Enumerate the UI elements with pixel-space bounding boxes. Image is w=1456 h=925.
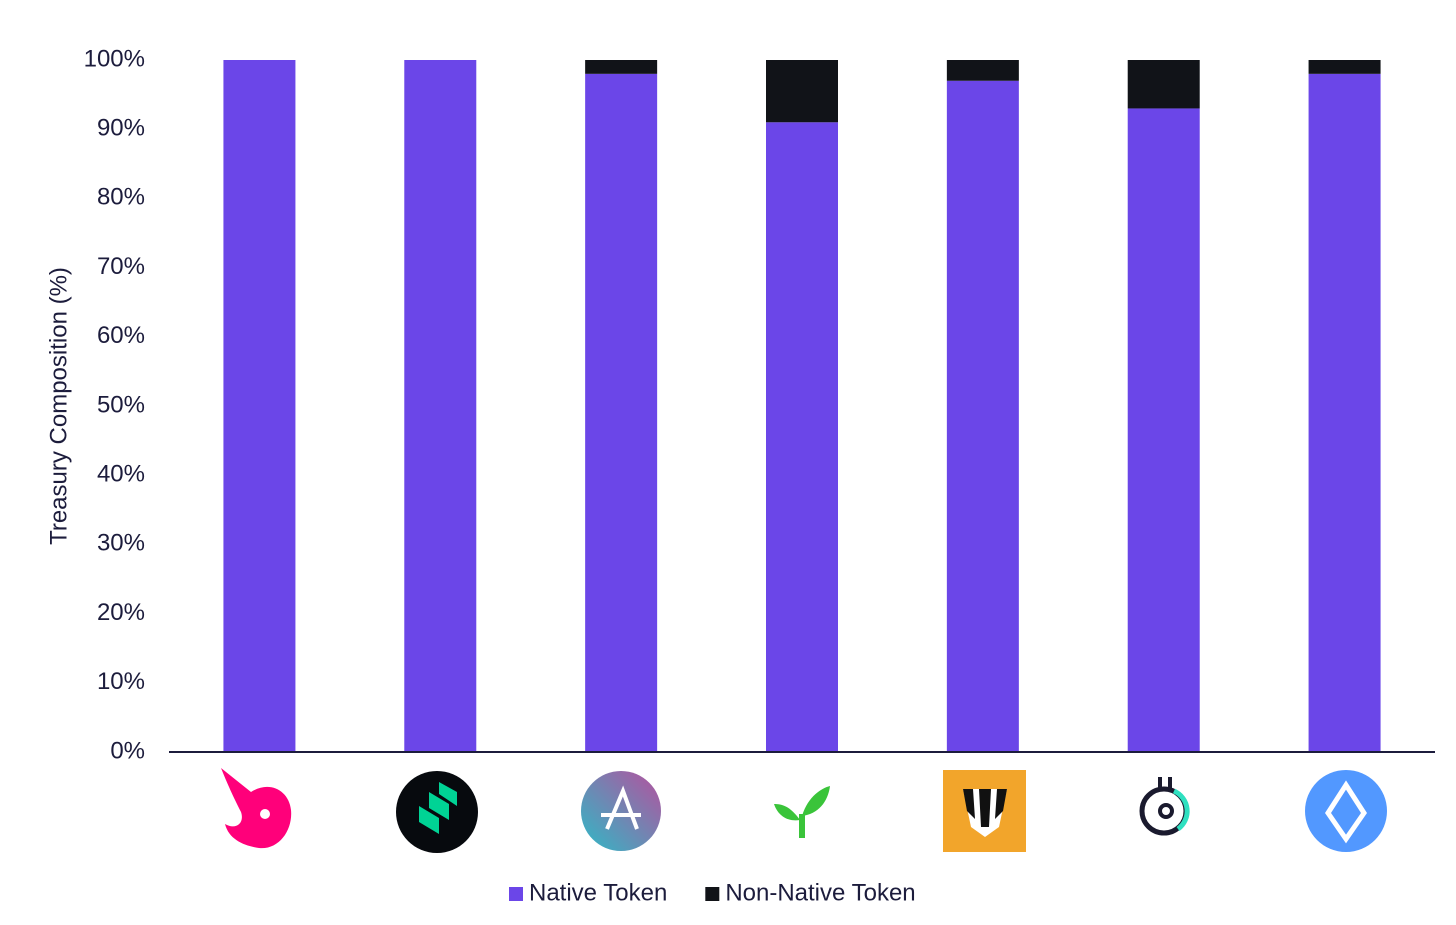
- bar-segment: [1308, 73, 1381, 753]
- y-tick-label: 80%: [97, 184, 145, 211]
- y-axis-label: Treasury Composition (%): [45, 267, 72, 545]
- logo-ens: [1305, 770, 1387, 852]
- bar-segment: [585, 73, 658, 753]
- y-tick-label: 0%: [110, 737, 145, 764]
- bar-segment: [585, 60, 658, 74]
- y-tick-label: 100%: [84, 45, 145, 72]
- bar-segment: [404, 60, 477, 752]
- y-tick-label: 10%: [97, 668, 145, 695]
- y-tick-label: 60%: [97, 322, 145, 349]
- y-tick-label: 20%: [97, 599, 145, 626]
- logo-sprout: [774, 786, 830, 838]
- legend-swatch: [705, 887, 720, 901]
- bar-segment: [1308, 60, 1381, 74]
- legend-swatch: [509, 887, 523, 901]
- bar-segment: [766, 60, 838, 123]
- y-tick-label: 50%: [97, 391, 145, 418]
- logo-aave: [581, 771, 661, 851]
- legend-label: Native Token: [529, 879, 667, 906]
- y-tick-label: 40%: [97, 461, 145, 488]
- bar-segment: [1127, 60, 1200, 109]
- logo-uniswap: [221, 768, 292, 849]
- plot-area: [223, 60, 1381, 753]
- logo-gnosis: [1139, 777, 1190, 836]
- legend-label: Non-Native Token: [725, 879, 915, 906]
- bar-segment: [223, 60, 296, 752]
- logo-compound: [396, 771, 478, 853]
- bar-segment: [946, 80, 1019, 752]
- y-tick-label: 70%: [97, 253, 145, 280]
- y-tick-label: 30%: [97, 530, 145, 557]
- bar-segment: [1127, 108, 1200, 752]
- legend: Native Token Non-Native Token: [509, 879, 916, 906]
- logo-badger: [943, 770, 1026, 852]
- bar-segment: [946, 60, 1019, 81]
- bar-segment: [766, 122, 838, 752]
- y-tick-label: 90%: [97, 115, 145, 142]
